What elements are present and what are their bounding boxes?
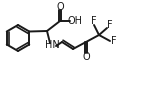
Text: O: O (56, 1, 64, 12)
Text: O: O (82, 52, 90, 61)
Text: F: F (111, 36, 117, 46)
Text: F: F (91, 16, 97, 26)
Text: HN: HN (45, 40, 59, 50)
Text: F: F (107, 20, 113, 30)
Text: OH: OH (68, 16, 83, 26)
